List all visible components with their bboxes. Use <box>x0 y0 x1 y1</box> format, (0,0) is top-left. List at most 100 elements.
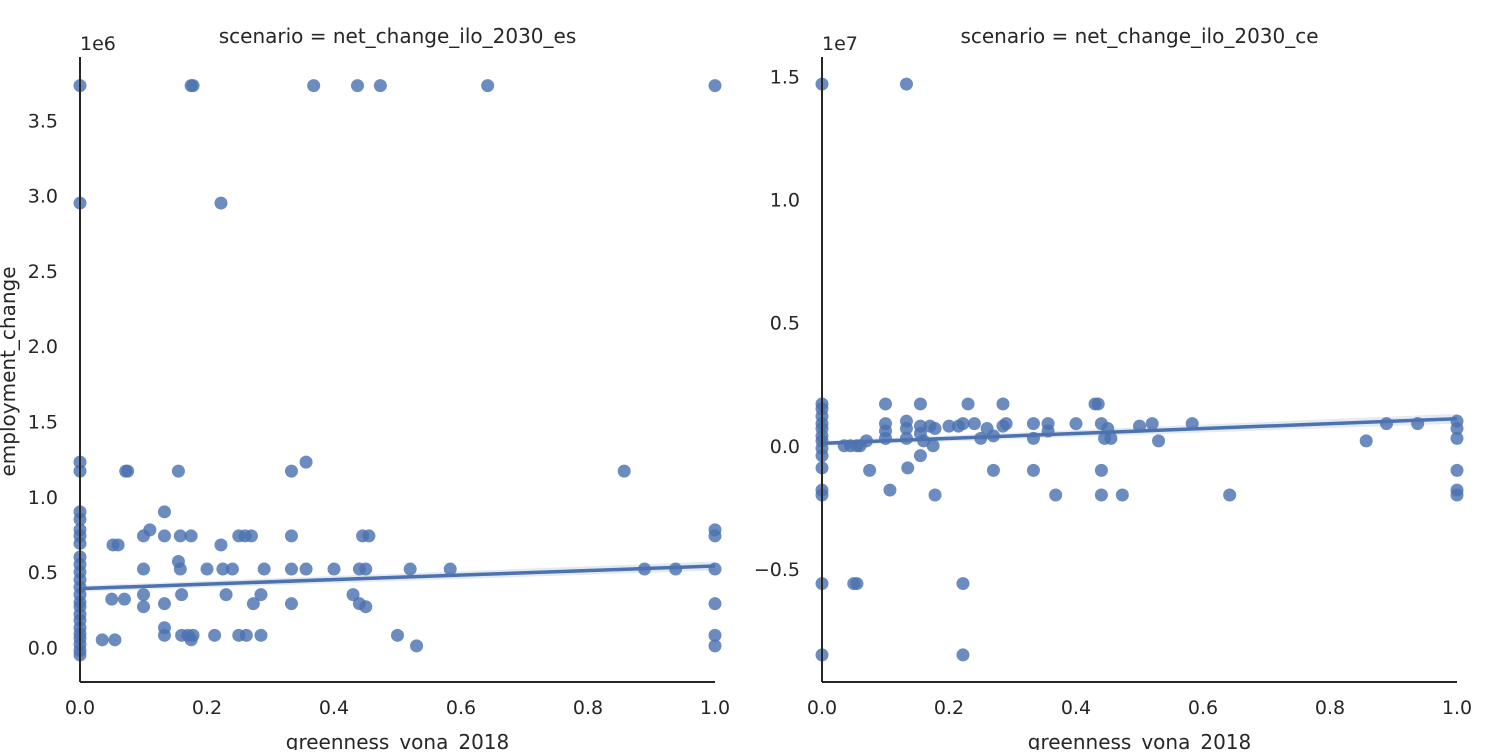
data-point <box>143 523 157 537</box>
data-point <box>175 588 189 602</box>
data-point <box>928 488 942 502</box>
chart-panel-1: 0.0 0.2 0.4 0.6 0.8 1.0 0.0 0.5 1.0 1.5 2.0 2.5 3.0 3… <box>0 24 730 754</box>
x-tick-label: 0.4 <box>1061 697 1091 719</box>
y-offset-label: 1e6 <box>80 33 116 55</box>
data-point <box>879 397 892 411</box>
data-point <box>219 588 233 602</box>
data-point <box>443 562 457 576</box>
data-point <box>254 588 268 602</box>
data-point <box>284 529 298 543</box>
data-point <box>186 628 200 642</box>
x-tick-label: 0.6 <box>1188 697 1218 719</box>
data-point <box>708 597 722 611</box>
panel-title: scenario = net_change_ilo_2030_ce <box>960 24 1318 48</box>
regression-line <box>79 564 716 591</box>
data-point <box>1115 488 1129 502</box>
data-point <box>362 529 376 543</box>
data-point <box>200 562 214 576</box>
data-point <box>284 597 298 611</box>
data-point <box>284 562 298 576</box>
data-point <box>708 79 722 93</box>
x-tick-label: 0.0 <box>807 697 837 719</box>
y-tick-label: 0.0 <box>770 436 800 458</box>
x-tick-label: 1.0 <box>1442 697 1472 719</box>
data-point <box>108 633 122 647</box>
data-point <box>961 397 975 411</box>
data-point <box>926 439 940 453</box>
y-tick-label: 1.0 <box>28 487 58 509</box>
y-tick-label: 3.5 <box>28 110 58 132</box>
data-point <box>708 628 722 642</box>
data-point <box>1026 417 1040 431</box>
data-point <box>214 196 228 210</box>
data-point <box>157 529 171 543</box>
x-axis-label: greenness_vona_2018 <box>286 730 510 750</box>
y-tick-label: 2.5 <box>28 261 58 283</box>
x-tick-label: 0.6 <box>446 697 476 719</box>
data-point <box>157 597 171 611</box>
data-point <box>239 628 253 642</box>
data-point <box>1094 488 1108 502</box>
data-point <box>956 648 970 662</box>
data-point <box>481 79 495 93</box>
data-point <box>1450 431 1464 445</box>
data-point <box>359 600 373 614</box>
y-tick-label: 0.5 <box>770 313 800 335</box>
y-tick-label: −0.5 <box>754 559 800 581</box>
data-point <box>307 79 321 93</box>
data-point <box>956 417 970 431</box>
data-point <box>901 461 915 475</box>
data-point <box>105 592 119 606</box>
data-point <box>708 529 722 543</box>
data-point <box>208 628 222 642</box>
data-point <box>1026 463 1040 477</box>
data-point <box>216 562 230 576</box>
x-tick-label: 0.2 <box>192 697 222 719</box>
data-point <box>403 562 417 576</box>
y-tick-label: 0.0 <box>28 637 58 659</box>
data-point <box>708 639 722 653</box>
y-tick-label: 1.5 <box>28 411 58 433</box>
data-point <box>1380 417 1394 431</box>
data-point <box>1450 463 1464 477</box>
x-tick-label: 0.8 <box>573 697 603 719</box>
data-point <box>1104 431 1118 445</box>
data-point <box>899 422 913 436</box>
data-point <box>137 600 150 614</box>
y-axis-label: employment_change <box>0 266 20 476</box>
data-point <box>986 463 1000 477</box>
data-point <box>157 505 171 519</box>
data-point <box>299 455 313 469</box>
data-point <box>1145 417 1159 431</box>
data-point <box>184 529 198 543</box>
data-point <box>956 577 970 591</box>
y-tick-label: 0.5 <box>28 562 58 584</box>
y-tick-label: 2.0 <box>28 336 58 358</box>
data-point <box>1069 417 1083 431</box>
data-point <box>171 464 185 478</box>
data-point <box>346 588 360 602</box>
data-point <box>373 79 387 93</box>
y-offset-label: 1e7 <box>822 33 858 55</box>
data-point <box>257 562 271 576</box>
data-point <box>350 79 364 93</box>
data-point <box>1450 422 1464 436</box>
panel-title: scenario = net_change_ilo_2030_es <box>219 24 577 48</box>
x-tick-label: 0.4 <box>319 697 349 719</box>
data-point <box>1223 488 1237 502</box>
y-tick-label: 3.0 <box>28 186 58 208</box>
data-point <box>883 483 897 497</box>
data-point <box>879 431 892 445</box>
data-point <box>1450 488 1464 502</box>
data-point <box>967 417 981 431</box>
x-tick-label: 0.8 <box>1315 697 1345 719</box>
data-point <box>137 588 150 602</box>
data-point <box>121 464 135 478</box>
y-tick-label: 1.5 <box>770 67 800 89</box>
data-point <box>999 417 1013 431</box>
regression-line <box>821 416 1458 446</box>
data-point <box>1049 488 1063 502</box>
data-point <box>246 597 260 611</box>
